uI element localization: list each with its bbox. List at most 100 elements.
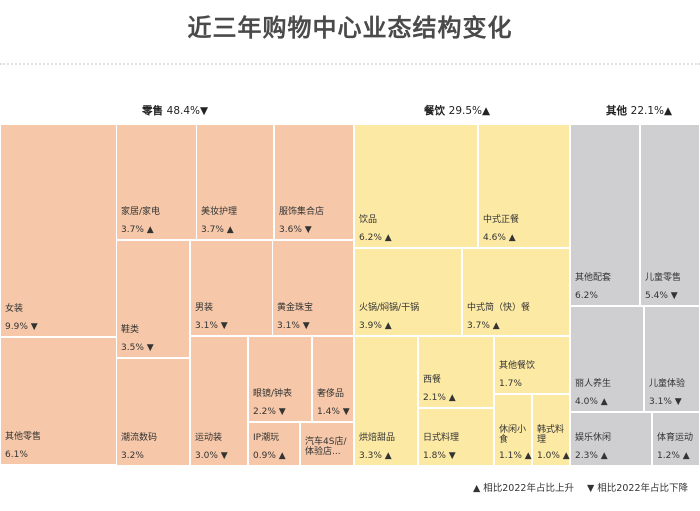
treemap-tile: 其他零售 6.1% bbox=[0, 337, 118, 465]
treemap-tile: 黄金珠宝 3.1% ▼ bbox=[272, 240, 354, 336]
treemap-tile: 女装 9.9% ▼ bbox=[0, 124, 118, 337]
group-share: 29.5%▲ bbox=[448, 105, 491, 117]
tile-value: 6.1% bbox=[5, 450, 28, 460]
treemap-tile: 眼镜/钟表 2.2% ▼ bbox=[248, 336, 312, 422]
tile-value: 2.2% ▼ bbox=[253, 407, 286, 417]
treemap-tile: 其他配套 6.2% bbox=[570, 124, 640, 306]
tile-name: 烘焙甜品 bbox=[359, 433, 396, 443]
tile-name: 美妆护理 bbox=[201, 207, 238, 217]
tile-name: 服饰集合店 bbox=[279, 207, 325, 217]
treemap-tile: 运动装 3.0% ▼ bbox=[190, 336, 248, 466]
chart-legend: ▲ 相比2022年占比上升 ▼ 相比2022年占比下降 bbox=[473, 480, 688, 494]
treemap-tile: 其他餐饮 1.7% bbox=[494, 336, 570, 394]
dotted-divider bbox=[0, 63, 700, 65]
tile-value: 3.5% ▼ bbox=[121, 343, 154, 353]
tile-name: 鞋类 bbox=[121, 325, 140, 335]
tile-name: 中式正餐 bbox=[483, 215, 520, 225]
tile-name: 其他配套 bbox=[575, 273, 612, 283]
tile-name: 儿童体验 bbox=[649, 379, 686, 389]
tile-value: 0.9% ▲ bbox=[253, 451, 286, 461]
tile-value: 3.7% ▲ bbox=[121, 225, 154, 235]
treemap-tile: 娱乐休闲 2.3% ▲ bbox=[570, 412, 652, 466]
treemap-tile: 家居/家电 3.7% ▲ bbox=[116, 124, 197, 240]
tile-value: 3.0% ▼ bbox=[195, 451, 228, 461]
tile-value: 3.1% ▼ bbox=[195, 321, 228, 331]
treemap-tile: 奢侈品 1.4% ▼ bbox=[312, 336, 354, 422]
treemap-tile: 休闲小食 1.1% ▲ bbox=[494, 394, 532, 466]
treemap-tile: 服饰集合店 3.6% ▼ bbox=[274, 124, 354, 240]
tile-name: 其他零售 bbox=[5, 432, 42, 442]
tile-name: 其他餐饮 bbox=[499, 361, 536, 371]
tile-name: 休闲小食 bbox=[499, 425, 527, 445]
group-name: 零售 bbox=[142, 105, 167, 117]
tile-value: 2.1% ▲ bbox=[423, 393, 456, 403]
tile-name: 日式料理 bbox=[423, 433, 460, 443]
treemap-tile: 潮流数码 3.2% bbox=[116, 358, 190, 466]
treemap-tile: 韩式料理 1.0% ▲ bbox=[532, 394, 570, 466]
tile-value: 3.1% ▼ bbox=[277, 321, 310, 331]
tile-value: 6.2% bbox=[575, 291, 598, 301]
group-label-other: 其他 22.1%▲ bbox=[606, 103, 672, 118]
treemap-tile: 日式料理 1.8% ▼ bbox=[418, 408, 494, 466]
treemap-tile: 丽人养生 4.0% ▲ bbox=[570, 306, 644, 412]
tile-value: 3.7% ▲ bbox=[201, 225, 234, 235]
tile-name: 韩式料理 bbox=[537, 425, 565, 445]
tile-value: 3.6% ▼ bbox=[279, 225, 312, 235]
tile-value: 3.1% ▼ bbox=[649, 397, 682, 407]
tile-name: 儿童零售 bbox=[645, 273, 682, 283]
tile-value: 3.7% ▲ bbox=[467, 321, 500, 331]
tile-value: 3.2% bbox=[121, 451, 144, 461]
tile-value: 1.2% ▲ bbox=[657, 451, 690, 461]
page-title: 近三年购物中心业态结构变化 bbox=[187, 14, 513, 42]
tile-name: 女装 bbox=[5, 304, 24, 314]
tile-value: 2.3% ▲ bbox=[575, 451, 608, 461]
tile-name: 潮流数码 bbox=[121, 433, 158, 443]
tile-name: 奢侈品 bbox=[317, 389, 345, 399]
tile-name: 饮品 bbox=[359, 215, 378, 225]
treemap-tile: 饮品 6.2% ▲ bbox=[354, 124, 478, 248]
group-name: 其他 bbox=[606, 105, 631, 117]
tile-name: 中式简（快）餐 bbox=[467, 303, 531, 313]
tile-name: 家居/家电 bbox=[121, 207, 161, 217]
tile-value: 3.3% ▲ bbox=[359, 451, 392, 461]
tile-name: 黄金珠宝 bbox=[277, 303, 314, 313]
tile-value: 1.1% ▲ bbox=[499, 451, 532, 461]
tile-name: IP潮玩 bbox=[253, 433, 280, 443]
tile-name: 娱乐休闲 bbox=[575, 433, 612, 443]
tile-value: 9.9% ▼ bbox=[5, 322, 38, 332]
treemap-tile: 中式正餐 4.6% ▲ bbox=[478, 124, 570, 248]
tile-value: 5.4% ▼ bbox=[645, 291, 678, 301]
group-share: 48.4%▼ bbox=[166, 105, 209, 117]
tile-value: 1.8% ▼ bbox=[423, 451, 456, 461]
group-label-food: 餐饮 29.5%▲ bbox=[424, 103, 490, 118]
tile-value: 3.9% ▲ bbox=[359, 321, 392, 331]
tile-name: 火锅/焖锅/干锅 bbox=[359, 303, 420, 313]
treemap-tile: 火锅/焖锅/干锅 3.9% ▲ bbox=[354, 248, 462, 336]
treemap-tile: 中式简（快）餐 3.7% ▲ bbox=[462, 248, 570, 336]
treemap-tile: 美妆护理 3.7% ▲ bbox=[196, 124, 274, 240]
treemap-tile: 儿童零售 5.4% ▼ bbox=[640, 124, 700, 306]
tile-value: 1.4% ▼ bbox=[317, 407, 350, 417]
tile-name: 丽人养生 bbox=[575, 379, 612, 389]
tile-name: 西餐 bbox=[423, 375, 442, 385]
treemap-tile: IP潮玩 0.9% ▲ bbox=[248, 422, 300, 466]
tile-name: 男装 bbox=[195, 303, 214, 313]
treemap-tile: 鞋类 3.5% ▼ bbox=[116, 240, 190, 358]
legend-down: ▼ 相比2022年占比下降 bbox=[586, 483, 688, 494]
group-label-retail: 零售 48.4%▼ bbox=[142, 103, 208, 118]
tile-value: 1.7% bbox=[499, 379, 522, 389]
tile-name: 眼镜/钟表 bbox=[253, 389, 293, 399]
tile-value: 1.0% ▲ bbox=[537, 451, 570, 461]
legend-up: ▲ 相比2022年占比上升 bbox=[472, 483, 574, 494]
treemap-tile: 烘焙甜品 3.3% ▲ bbox=[354, 336, 418, 466]
group-name: 餐饮 bbox=[424, 105, 449, 117]
group-share: 22.1%▲ bbox=[630, 105, 673, 117]
tile-value: 6.2% ▲ bbox=[359, 233, 392, 243]
treemap-tile: 男装 3.1% ▼ bbox=[190, 240, 274, 336]
treemap-tile: 西餐 2.1% ▲ bbox=[418, 336, 494, 408]
tile-name: 体育运动 bbox=[657, 433, 694, 443]
tile-value: 4.6% ▲ bbox=[483, 233, 516, 243]
tile-name: 汽车4S店/体验店... bbox=[305, 437, 347, 457]
treemap-tile: 体育运动 1.2% ▲ bbox=[652, 412, 700, 466]
treemap-tile: 儿童体验 3.1% ▼ bbox=[644, 306, 700, 412]
